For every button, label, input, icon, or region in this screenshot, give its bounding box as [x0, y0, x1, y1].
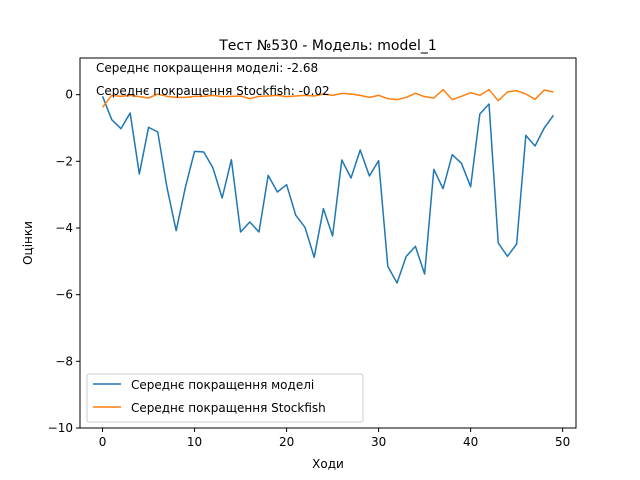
- x-tick-label: 50: [555, 435, 570, 449]
- annotation-model-mean: Середнє покращення моделі: -2.68: [96, 61, 318, 75]
- x-tick-label: 40: [463, 435, 478, 449]
- x-axis: 0 10 20 30 40 50: [99, 428, 570, 449]
- chart-title: Тест №530 - Модель: model_1: [218, 38, 437, 54]
- y-tick-label: −2: [55, 154, 73, 168]
- x-tick-label: 0: [99, 435, 107, 449]
- series-line-model: [101, 96, 555, 284]
- legend-label-model: Середнє покращення моделі: [131, 378, 314, 392]
- y-tick-label: 0: [65, 88, 73, 102]
- annotation-stockfish-mean: Середнє покращення Stockfish: -0.02: [96, 84, 330, 98]
- y-axis-label: Оцінки: [21, 221, 35, 265]
- y-tick-label: −6: [55, 288, 73, 302]
- legend-label-stockfish: Середнє покращення Stockfish: [131, 401, 326, 415]
- y-axis: 0 −2 −4 −6 −8 −10: [48, 88, 80, 435]
- x-tick-label: 30: [371, 435, 386, 449]
- plot-area: [101, 88, 555, 284]
- x-axis-label: Ходи: [312, 457, 344, 471]
- axes-frame: [79, 57, 577, 429]
- x-tick-label: 20: [279, 435, 294, 449]
- y-tick-label: −10: [48, 421, 73, 435]
- legend: Середнє покращення моделі Середнє покращ…: [86, 373, 364, 423]
- x-tick-label: 10: [187, 435, 202, 449]
- y-tick-label: −8: [55, 354, 73, 368]
- series-line-stockfish: [101, 88, 554, 108]
- legend-box: [86, 373, 364, 423]
- y-tick-label: −4: [55, 221, 73, 235]
